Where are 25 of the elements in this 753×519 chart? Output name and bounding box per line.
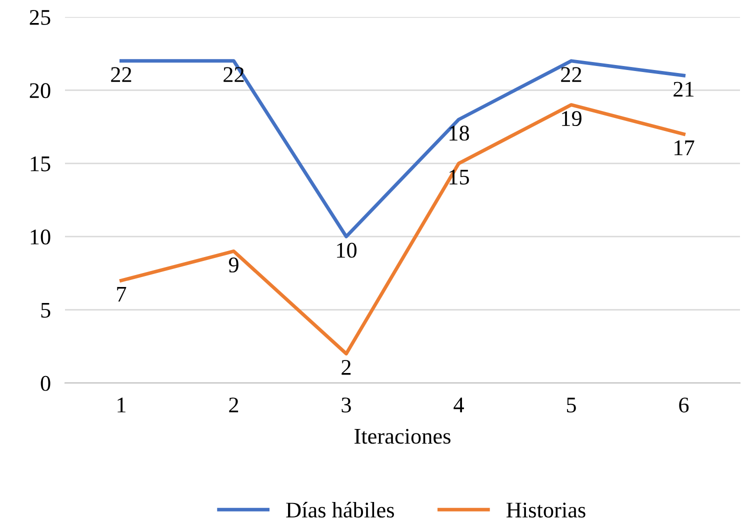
y-tick-label: 5 (41, 302, 50, 318)
data-label: 21 (674, 82, 694, 97)
x-tick-label: 6 (679, 398, 689, 413)
data-label: 17 (674, 140, 694, 156)
x-tick-label: 2 (229, 398, 238, 412)
y-tick-label: 0 (40, 376, 50, 391)
x-tick-label: 4 (454, 398, 464, 412)
x-tick-label: 3 (342, 398, 351, 413)
data-label: 2 (342, 360, 351, 375)
data-label: 18 (450, 126, 470, 141)
y-tick-label: 15 (30, 156, 50, 172)
y-tick-label: 20 (30, 83, 50, 98)
y-tick-label: 10 (30, 230, 50, 245)
legend-label: Historias (506, 502, 586, 518)
x-axis-title: Iteraciones (354, 428, 450, 444)
x-tick-label: 5 (566, 398, 576, 413)
y-tick-label: 25 (30, 10, 50, 25)
data-label: 9 (228, 258, 238, 272)
legend-label: Días hábiles (286, 502, 394, 518)
data-label: 22 (561, 67, 582, 82)
data-label: 19 (562, 111, 582, 126)
data-label: 22 (111, 67, 132, 82)
data-label: 7 (117, 286, 126, 302)
data-label: 10 (337, 242, 357, 258)
x-tick-label: 1 (118, 398, 126, 412)
